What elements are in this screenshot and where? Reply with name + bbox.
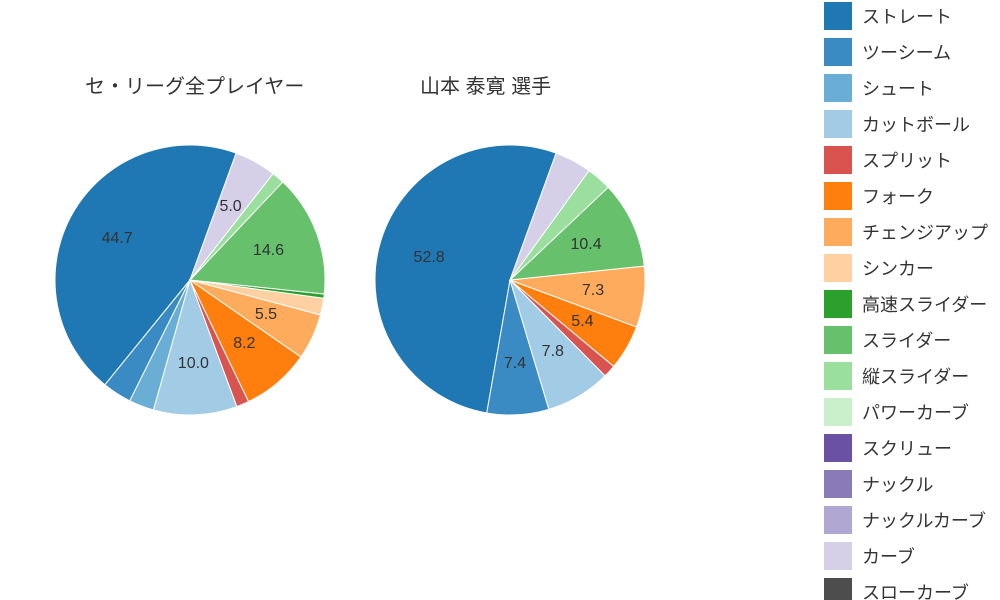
legend-label-slow_curve: スローカーブ [862,579,969,600]
pie-label-straight: 44.7 [102,230,133,248]
pie-label-fork: 5.4 [571,313,593,331]
legend-item-shoot: シュート [824,72,988,104]
legend-label-straight: ストレート [862,3,952,29]
legend-item-fork: フォーク [824,180,988,212]
legend-swatch-hs_slider [824,290,852,318]
pie-label-two_seam: 7.4 [504,355,526,373]
legend-item-curve: カーブ [824,540,988,572]
legend-swatch-knuckle [824,470,852,498]
legend-swatch-power_curve [824,398,852,426]
legend-item-v_slider: 縦スライダー [824,360,988,392]
legend-swatch-slider [824,326,852,354]
legend-item-split: スプリット [824,144,988,176]
pie-label-cutball: 7.8 [542,343,564,361]
legend-swatch-cutball [824,110,852,138]
legend-item-changeup: チェンジアップ [824,216,988,248]
legend-item-hs_slider: 高速スライダー [824,288,988,320]
pie-league [53,143,327,417]
legend-label-hs_slider: 高速スライダー [862,291,987,317]
chart-title-player: 山本 泰寛 選手 [420,70,551,99]
legend-item-sinker: シンカー [824,252,988,284]
legend-swatch-knuckle_curve [824,506,852,534]
legend-item-power_curve: パワーカーブ [824,396,988,428]
legend-swatch-straight [824,2,852,30]
legend-swatch-curve [824,542,852,570]
pie-label-slider: 10.4 [571,236,602,254]
legend-label-split: スプリット [862,147,952,173]
pie-label-changeup: 5.5 [255,306,277,324]
legend-label-sinker: シンカー [862,255,934,281]
legend-item-two_seam: ツーシーム [824,36,988,68]
legend-label-two_seam: ツーシーム [862,39,951,65]
chart-title-league: セ・リーグ全プレイヤー [85,70,304,99]
pie-player [373,143,647,417]
legend-item-slider: スライダー [824,324,988,356]
legend-label-knuckle: ナックル [862,471,933,497]
legend-item-screw: スクリュー [824,432,988,464]
legend-label-slider: スライダー [862,327,951,353]
legend-swatch-changeup [824,218,852,246]
legend-label-curve: カーブ [862,543,915,569]
pie-label-straight: 52.8 [414,249,445,267]
legend-swatch-v_slider [824,362,852,390]
legend-item-cutball: カットボール [824,108,988,140]
legend-label-fork: フォーク [862,183,934,209]
legend-item-knuckle: ナックル [824,468,988,500]
legend-swatch-slow_curve [824,578,852,600]
pie-label-cutball: 10.0 [178,355,209,373]
chart-stage: セ・リーグ全プレイヤー 44.7 10.0 8.25.5 14.6 5.0 山本 泰寛 選手… [0,0,1000,600]
legend-item-slow_curve: スローカーブ [824,576,988,600]
legend-swatch-shoot [824,74,852,102]
pie-label-changeup: 7.3 [582,282,604,300]
legend-swatch-sinker [824,254,852,282]
legend-swatch-split [824,146,852,174]
legend-item-knuckle_curve: ナックルカーブ [824,504,988,536]
legend-label-v_slider: 縦スライダー [862,363,969,389]
legend-label-cutball: カットボール [862,111,970,137]
pie-label-slider: 14.6 [253,242,284,260]
legend-label-screw: スクリュー [862,435,952,461]
legend-label-changeup: チェンジアップ [862,219,988,245]
pie-label-curve: 5.0 [219,198,241,216]
legend-swatch-fork [824,182,852,210]
legend-label-knuckle_curve: ナックルカーブ [862,507,986,533]
legend-swatch-screw [824,434,852,462]
legend-label-power_curve: パワーカーブ [862,399,969,425]
legend-swatch-two_seam [824,38,852,66]
legend-item-straight: ストレート [824,0,988,32]
pie-label-fork: 8.2 [233,335,255,353]
legend: ストレートツーシームシュートカットボールスプリットフォークチェンジアップシンカー… [824,0,988,600]
legend-label-shoot: シュート [862,75,934,101]
